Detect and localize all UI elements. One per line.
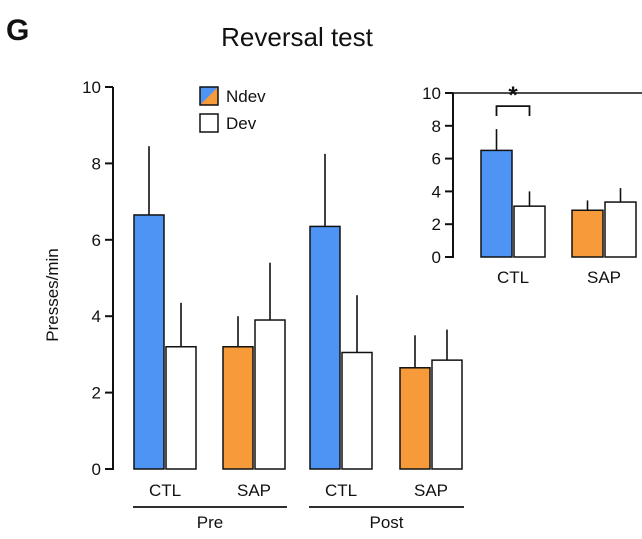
main-tick-label: 2 <box>92 384 101 403</box>
inset-bar-ndev <box>571 209 604 258</box>
main-y-axis-label: Presses/min <box>43 248 62 342</box>
main-category-label: CTL <box>149 481 181 500</box>
main-y-axis: 0 2 4 6 8 10 <box>82 78 114 479</box>
main-bar-dev <box>254 319 286 470</box>
inset-tick-label: 10 <box>422 84 441 103</box>
inset-tick-label: 2 <box>432 215 441 234</box>
bracket-line <box>495 105 531 116</box>
main-category-label: SAP <box>237 481 271 500</box>
inset-category-labels: CTL SAP <box>497 268 621 287</box>
inset-category-label: CTL <box>497 268 529 287</box>
main-group-labels: Pre Post <box>133 506 464 532</box>
panel-letter: G <box>6 14 29 47</box>
inset-category-label: SAP <box>587 268 621 287</box>
main-bar-dev <box>341 351 373 470</box>
legend-label-ndev: Ndev <box>226 87 266 106</box>
main-category-labels: CTL SAP CTL SAP <box>149 481 448 500</box>
main-bar-dev <box>165 346 197 470</box>
main-category-label: CTL <box>325 481 357 500</box>
legend: Ndev Dev <box>199 86 266 133</box>
group-label: Pre <box>197 513 223 532</box>
chart-title: Reversal test <box>221 22 373 52</box>
main-tick-label: 10 <box>82 78 101 97</box>
inset-tick-label: 0 <box>432 248 441 267</box>
main-bars <box>133 146 463 470</box>
significance-star: * <box>508 82 518 109</box>
legend-label-dev: Dev <box>226 114 257 133</box>
inset-y-axis: 0 2 4 6 8 10 <box>422 84 642 267</box>
inset-bar-ndev <box>480 149 513 258</box>
main-category-label: SAP <box>414 481 448 500</box>
inset-tick-label: 6 <box>432 150 441 169</box>
main-tick-label: 8 <box>92 154 101 173</box>
significance-bracket: * <box>495 82 531 116</box>
main-bar-ndev <box>133 214 165 470</box>
legend-swatch-ndev-border <box>199 86 219 106</box>
inset-tick-label: 4 <box>432 182 441 201</box>
legend-swatch-ndev-orange <box>200 87 218 105</box>
inset-tick-label: 8 <box>432 117 441 136</box>
legend-swatch-dev <box>199 113 219 133</box>
main-tick-label: 4 <box>92 307 101 326</box>
main-bar-ndev <box>222 346 254 470</box>
inset-bar-dev <box>513 205 546 258</box>
inset-bar-dev <box>604 201 637 258</box>
main-bar-dev <box>431 359 463 470</box>
main-bar-ndev <box>399 367 431 470</box>
group-label: Post <box>369 513 403 532</box>
main-tick-label: 6 <box>92 231 101 250</box>
main-bar-ndev <box>309 225 341 470</box>
inset-bars <box>480 129 637 258</box>
main-tick-label: 0 <box>92 460 101 479</box>
